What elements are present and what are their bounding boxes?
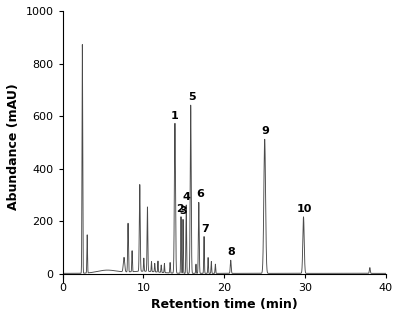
Text: 4: 4: [183, 192, 191, 202]
Y-axis label: Abundance (mAU): Abundance (mAU): [7, 83, 20, 210]
Text: 8: 8: [228, 247, 236, 257]
Text: 10: 10: [297, 204, 312, 214]
Text: 6: 6: [196, 189, 204, 199]
X-axis label: Retention time (min): Retention time (min): [151, 298, 298, 311]
Text: 7: 7: [201, 224, 209, 234]
Text: 2: 2: [176, 204, 184, 214]
Text: 3: 3: [179, 206, 187, 217]
Text: 1: 1: [171, 111, 179, 121]
Text: 5: 5: [188, 92, 195, 102]
Text: 9: 9: [262, 126, 270, 136]
